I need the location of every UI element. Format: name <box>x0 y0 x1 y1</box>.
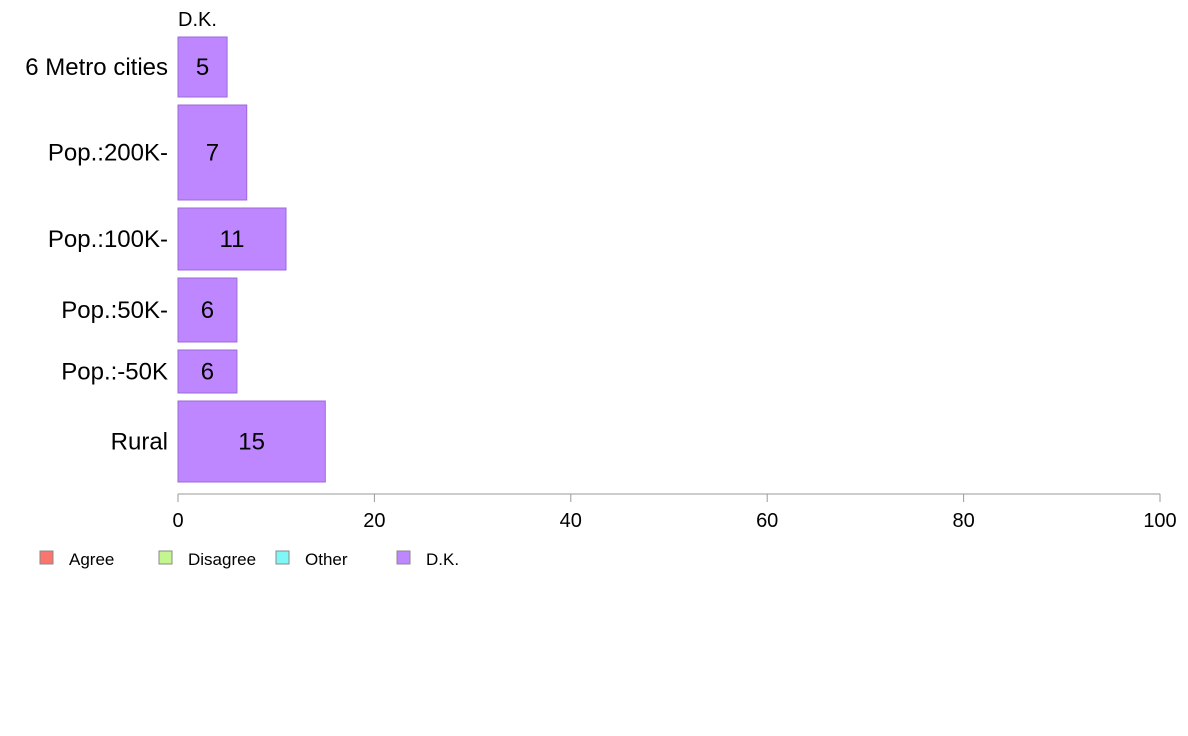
legend-swatch <box>396 550 411 565</box>
category-label: Pop.:100K- <box>48 226 168 253</box>
category-labels: 6 Metro cities Pop.:200K- Pop.:100K- Pop.:5… <box>25 54 168 456</box>
bar <box>177 104 248 201</box>
category-label: Pop.:200K- <box>48 140 168 167</box>
panel-label: D.K. <box>178 9 217 31</box>
category-label: Pop.:-50K <box>61 359 168 386</box>
bar <box>177 400 326 483</box>
bar <box>177 36 228 98</box>
x-tick-label: 40 <box>560 510 582 532</box>
x-tick-label: 100 <box>1143 510 1176 532</box>
category-label: Rural <box>111 429 168 456</box>
legend-swatch <box>158 550 173 565</box>
legend-label: D.K. <box>426 550 459 569</box>
x-tick-label: 60 <box>756 510 778 532</box>
x-tick-label: 80 <box>952 510 974 532</box>
bar <box>177 207 287 271</box>
category-label: 6 Metro cities <box>25 54 168 81</box>
category-label: Pop.:50K- <box>61 297 168 324</box>
bar-value-label: 6 <box>201 297 214 324</box>
x-tick-label: 0 <box>172 510 183 532</box>
bar-value-label: 11 <box>220 226 245 253</box>
bar-value-label: 6 <box>201 359 214 386</box>
bar <box>177 277 238 343</box>
x-tick-label: 20 <box>363 510 385 532</box>
legend: Agree Disagree Other D.K. <box>39 550 459 569</box>
bars-group: 5 7 11 6 6 15 <box>177 36 326 483</box>
legend-label: Agree <box>69 550 114 569</box>
bar-value-label: 15 <box>238 429 265 456</box>
legend-label: Other <box>305 550 348 569</box>
legend-label: Disagree <box>188 550 256 569</box>
bar-value-label: 5 <box>196 54 209 81</box>
legend-swatch <box>275 550 290 565</box>
legend-swatch <box>39 550 54 565</box>
x-axis: 0 20 40 60 80 100 <box>172 493 1177 532</box>
bar <box>177 349 238 394</box>
bar-value-label: 7 <box>206 140 219 167</box>
